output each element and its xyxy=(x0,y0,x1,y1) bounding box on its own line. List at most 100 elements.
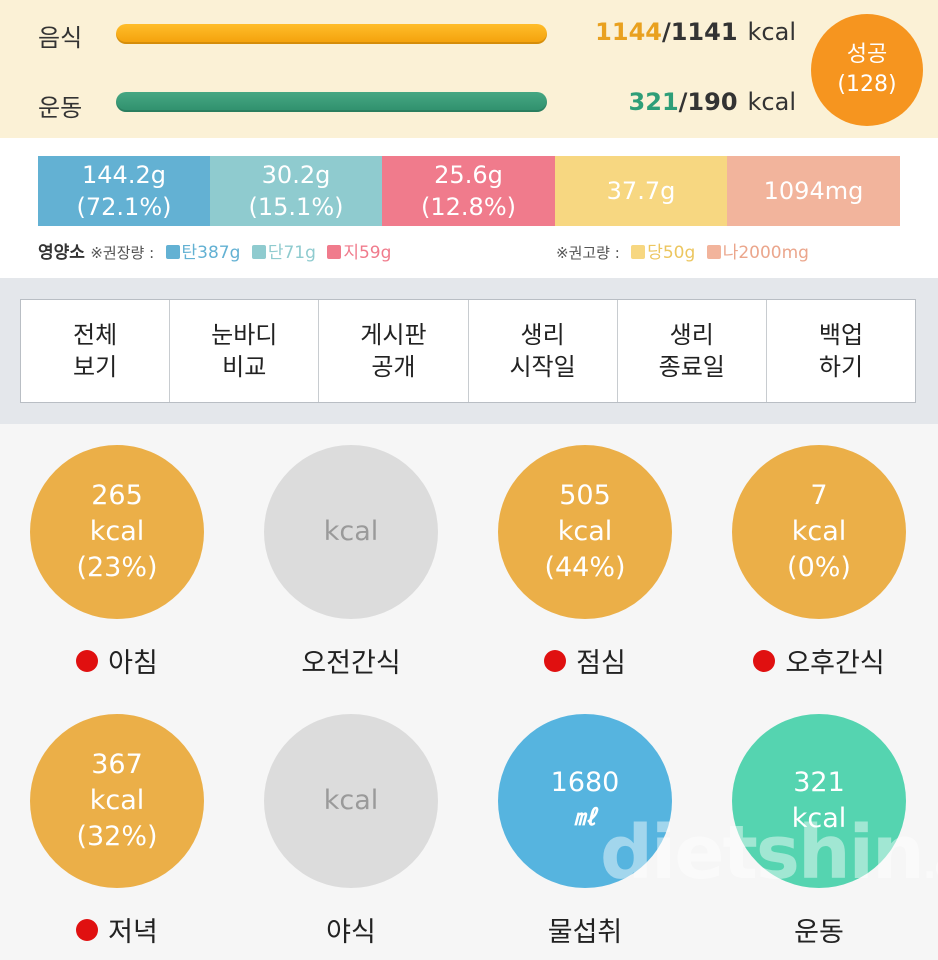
advised-legend: ※권고량 : 당50g 나2000mg xyxy=(556,238,809,263)
late-snack-circle: kcal xyxy=(264,714,438,888)
afternoon-snack-label: 오후간식 xyxy=(785,648,885,679)
carb-percent: (72.1%) xyxy=(76,193,172,221)
water-unit: ㎖ xyxy=(573,806,596,831)
morning-snack-label: 오전간식 xyxy=(301,648,401,679)
exercise-kcal: 321/190 kcal xyxy=(629,88,796,116)
board-publish-button[interactable]: 게시판 공개 xyxy=(319,300,469,402)
fat-legend-text: 지59g xyxy=(343,243,392,263)
breakfast-kcal-value: 265 xyxy=(91,480,143,511)
breakfast-percent: (23%) xyxy=(76,552,158,583)
sodium-amount: 1094mg xyxy=(763,177,864,205)
dinner-unit: kcal xyxy=(89,785,145,816)
carb-legend-text: 탄387g xyxy=(181,243,241,263)
water-label: 물섭취 xyxy=(547,917,623,948)
lunch-circle: 505 kcal (44%) xyxy=(498,445,672,619)
afternoon-snack-circle: 7 kcal (0%) xyxy=(732,445,906,619)
meal-late-snack[interactable]: kcal 야식 xyxy=(234,714,468,949)
sodium-legend-text: 나2000mg xyxy=(722,243,809,263)
late-snack-unit: kcal xyxy=(323,785,379,816)
protein-percent: (15.1%) xyxy=(248,193,344,221)
sugar-legend-text: 당50g xyxy=(647,243,696,263)
exercise-label: 운동 xyxy=(38,94,83,122)
carb-amount: 144.2g xyxy=(82,161,166,189)
sodium-segment: 1094mg xyxy=(727,156,900,226)
backup-button[interactable]: 백업 하기 xyxy=(818,321,864,381)
fat-percent: (12.8%) xyxy=(421,193,516,221)
nutrient-legend-title: 영양소 xyxy=(38,243,85,263)
morning-snack-circle: kcal xyxy=(264,445,438,619)
protein-segment: 30.2g (15.1%) xyxy=(210,156,382,226)
lunch-unit: kcal xyxy=(557,516,613,547)
sugar-segment: 37.7g xyxy=(555,156,727,226)
success-label: 성공 xyxy=(846,42,888,67)
recommended-legend: 영양소 ※권장량 : 탄387g 단71g 지59g xyxy=(38,238,391,263)
action-menu-area: 전체 보기 눈바디 비교 게시판 공개 생리 시작일 생리 종료일 백업 하기 xyxy=(0,278,938,424)
dinner-label: 저녁 xyxy=(108,917,158,948)
body-compare-button[interactable]: 눈바디 비교 xyxy=(170,300,320,402)
sugar-legend-swatch xyxy=(631,245,646,259)
fat-segment: 25.6g (12.8%) xyxy=(382,156,555,226)
period-start-button[interactable]: 생리 시작일 xyxy=(469,300,618,402)
lunch-label: 점심 xyxy=(576,648,626,679)
afternoon-snack-unit: kcal xyxy=(791,516,847,547)
lunch-status-dot xyxy=(544,649,567,672)
action-menu: 전체 보기 눈바디 비교 게시판 공개 생리 시작일 생리 종료일 백업 하기 xyxy=(20,299,916,403)
dinner-status-dot xyxy=(76,918,99,941)
carb-legend-swatch xyxy=(165,245,180,259)
meal-breakfast[interactable]: 265 kcal (23%) 아침 xyxy=(0,445,234,680)
advised-note: ※권고량 : xyxy=(556,244,620,262)
food-current-kcal: 1144 xyxy=(595,18,662,46)
nutrient-bar: 144.2g (72.1%) 30.2g (15.1%) 25.6g (12.8… xyxy=(38,156,900,226)
breakfast-status-dot xyxy=(76,649,99,672)
dinner-circle: 367 kcal (32%) xyxy=(30,714,204,888)
exercise-circle: 321 kcal xyxy=(732,714,906,888)
meal-grid: 265 kcal (23%) 아침 kcal 오전간식 505 kcal (44… xyxy=(0,424,938,960)
meal-lunch[interactable]: 505 kcal (44%) 점심 xyxy=(468,445,702,680)
exercise-entry[interactable]: 321 kcal 운동 xyxy=(702,714,936,949)
afternoon-snack-kcal-value: 7 xyxy=(810,480,828,511)
sodium-legend-swatch xyxy=(706,245,721,259)
dinner-kcal-value: 367 xyxy=(91,749,143,780)
food-kcal: 1144/1141 kcal xyxy=(595,18,796,46)
late-snack-label: 야식 xyxy=(326,917,376,948)
lunch-kcal-value: 505 xyxy=(559,480,611,511)
lunch-percent: (44%) xyxy=(544,552,626,583)
view-all-button[interactable]: 전체 보기 xyxy=(21,300,171,402)
daily-summary: 음식 1144/1141 kcal 운동 321/190 kcal 성공 (128) xyxy=(0,0,938,138)
exercise-kcal-value: 321 xyxy=(793,767,845,798)
food-label: 음식 xyxy=(38,24,83,52)
sugar-amount: 37.7g xyxy=(606,177,676,205)
food-separator: / xyxy=(661,18,671,46)
nutrient-panel: 144.2g (72.1%) 30.2g (15.1%) 25.6g (12.8… xyxy=(0,138,938,278)
exercise-entry-label: 운동 xyxy=(794,917,844,948)
protein-amount: 30.2g xyxy=(261,161,331,189)
meal-dinner[interactable]: 367 kcal (32%) 저녁 xyxy=(0,714,234,949)
exercise-unit: kcal xyxy=(747,88,796,116)
exercise-target-kcal: 190 xyxy=(687,88,738,116)
period-end-button[interactable]: 생리 종료일 xyxy=(618,300,767,402)
water-amount: 1680 xyxy=(550,767,620,798)
food-unit: kcal xyxy=(747,18,796,46)
food-progress-bar xyxy=(116,24,547,44)
dinner-percent: (32%) xyxy=(76,821,158,852)
exercise-current-kcal: 321 xyxy=(628,88,679,116)
carb-segment: 144.2g (72.1%) xyxy=(38,156,210,226)
exercise-progress-bar xyxy=(116,92,547,112)
recommended-note: ※권장량 : xyxy=(90,244,155,262)
protein-legend-text: 단71g xyxy=(267,243,316,263)
fat-amount: 25.6g xyxy=(434,161,503,189)
breakfast-circle: 265 kcal (23%) xyxy=(30,445,204,619)
exercise-separator: / xyxy=(678,88,688,116)
afternoon-snack-status-dot xyxy=(753,649,776,672)
meal-morning-snack[interactable]: kcal 오전간식 xyxy=(234,445,468,680)
fat-legend-swatch xyxy=(327,245,342,259)
food-target-kcal: 1141 xyxy=(670,18,738,46)
success-badge[interactable]: 성공 (128) xyxy=(811,14,923,126)
breakfast-label: 아침 xyxy=(108,648,158,679)
water-circle: 1680 ㎖ xyxy=(498,714,672,888)
protein-legend-swatch xyxy=(251,245,266,259)
water-intake[interactable]: 1680 ㎖ 물섭취 xyxy=(468,714,702,949)
success-count: (128) xyxy=(837,72,897,97)
morning-snack-unit: kcal xyxy=(323,516,379,547)
meal-afternoon-snack[interactable]: 7 kcal (0%) 오후간식 xyxy=(702,445,936,680)
